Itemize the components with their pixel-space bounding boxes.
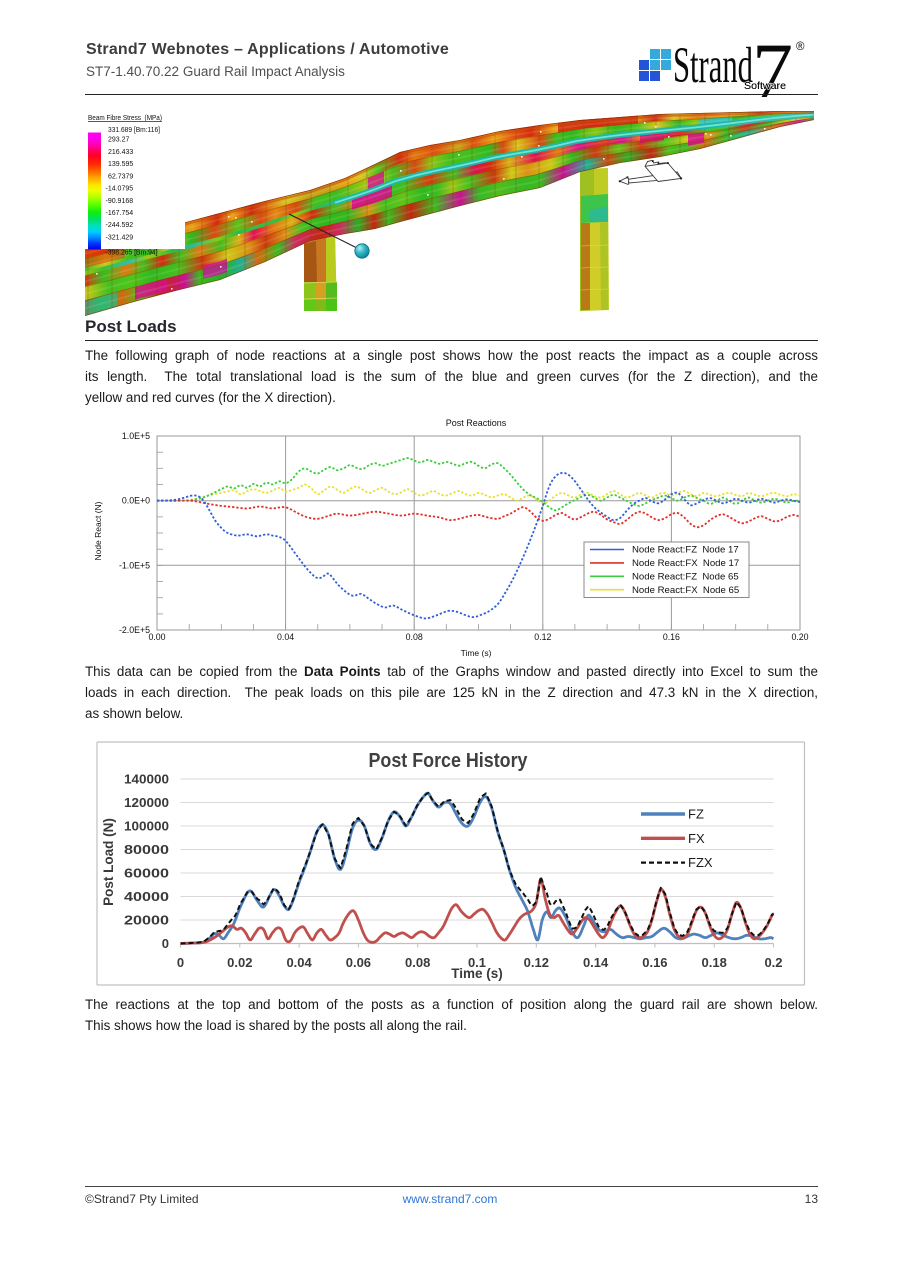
svg-text:®: ®	[796, 41, 805, 53]
svg-text:Node React:FX Node 65: Node React:FX Node 65	[632, 585, 739, 596]
svg-text:62.7379: 62.7379	[108, 173, 133, 180]
svg-text:7: 7	[752, 33, 793, 105]
svg-text:0.20: 0.20	[791, 632, 808, 642]
svg-text:Post Load (N): Post Load (N)	[101, 818, 116, 906]
svg-text:0.00: 0.00	[148, 632, 165, 642]
svg-text:Post Force History: Post Force History	[369, 749, 529, 772]
svg-text:FZX: FZX	[688, 855, 713, 870]
svg-text:-2.0E+5: -2.0E+5	[119, 625, 150, 635]
svg-text:Software: Software	[744, 80, 786, 92]
svg-text:0.12: 0.12	[524, 955, 549, 970]
svg-text:FX: FX	[688, 831, 705, 846]
svg-text:Node React:FZ Node 17: Node React:FZ Node 17	[632, 545, 739, 556]
svg-text:0.04: 0.04	[277, 632, 294, 642]
svg-text:-14.0795: -14.0795	[106, 186, 134, 193]
svg-text:0.18: 0.18	[702, 955, 727, 970]
svg-text:0.12: 0.12	[534, 632, 551, 642]
svg-text:-1.0E+5: -1.0E+5	[119, 560, 150, 570]
svg-text:Software: Software	[744, 80, 786, 92]
svg-text:0.0E+0: 0.0E+0	[122, 496, 150, 506]
svg-text:Time (s): Time (s)	[461, 648, 492, 658]
svg-text:0.08: 0.08	[406, 632, 423, 642]
svg-text:0.04: 0.04	[286, 955, 312, 970]
svg-text:Time (s): Time (s)	[451, 966, 503, 981]
svg-text:216.433: 216.433	[108, 149, 133, 156]
svg-text:-398.265 [Bm:94]: -398.265 [Bm:94]	[106, 250, 158, 257]
svg-text:-244.592: -244.592	[106, 222, 134, 229]
svg-text:80000: 80000	[124, 842, 169, 857]
svg-text:-167.754: -167.754	[106, 210, 134, 217]
svg-text:0.2: 0.2	[764, 955, 782, 970]
svg-text:331.689 [Bm:116]: 331.689 [Bm:116]	[108, 127, 160, 134]
svg-text:40000: 40000	[124, 889, 169, 904]
svg-text:0.06: 0.06	[346, 955, 371, 970]
svg-text:Node React:FZ Node 65: Node React:FZ Node 65	[632, 572, 739, 583]
svg-text:Beam Fibre Stress (MPa): Beam Fibre Stress (MPa)	[88, 115, 162, 122]
svg-text:Node React:FX Node 17: Node React:FX Node 17	[632, 558, 739, 569]
svg-text:0: 0	[177, 955, 184, 970]
svg-text:60000: 60000	[124, 866, 169, 881]
svg-text:0.16: 0.16	[663, 632, 680, 642]
svg-text:0.02: 0.02	[227, 955, 252, 970]
svg-text:Node React (N): Node React (N)	[93, 501, 103, 560]
svg-text:20000: 20000	[124, 913, 169, 928]
svg-text:293.27: 293.27	[108, 137, 130, 144]
svg-text:120000: 120000	[124, 795, 169, 810]
svg-text:-90.9168: -90.9168	[106, 198, 134, 205]
svg-text:0.08: 0.08	[405, 955, 430, 970]
svg-text:1.0E+5: 1.0E+5	[122, 431, 150, 441]
svg-text:Post Reactions: Post Reactions	[446, 418, 507, 428]
svg-text:-321.429: -321.429	[106, 234, 134, 241]
svg-text:139.595: 139.595	[108, 161, 133, 168]
svg-text:0.16: 0.16	[642, 955, 667, 970]
svg-text:100000: 100000	[124, 819, 169, 834]
svg-text:140000: 140000	[124, 772, 169, 787]
svg-text:0: 0	[162, 936, 169, 951]
svg-text:Strand: Strand	[673, 38, 753, 94]
svg-text:0.1: 0.1	[468, 955, 486, 970]
svg-text:0.14: 0.14	[583, 955, 609, 970]
svg-text:FZ: FZ	[688, 807, 704, 822]
